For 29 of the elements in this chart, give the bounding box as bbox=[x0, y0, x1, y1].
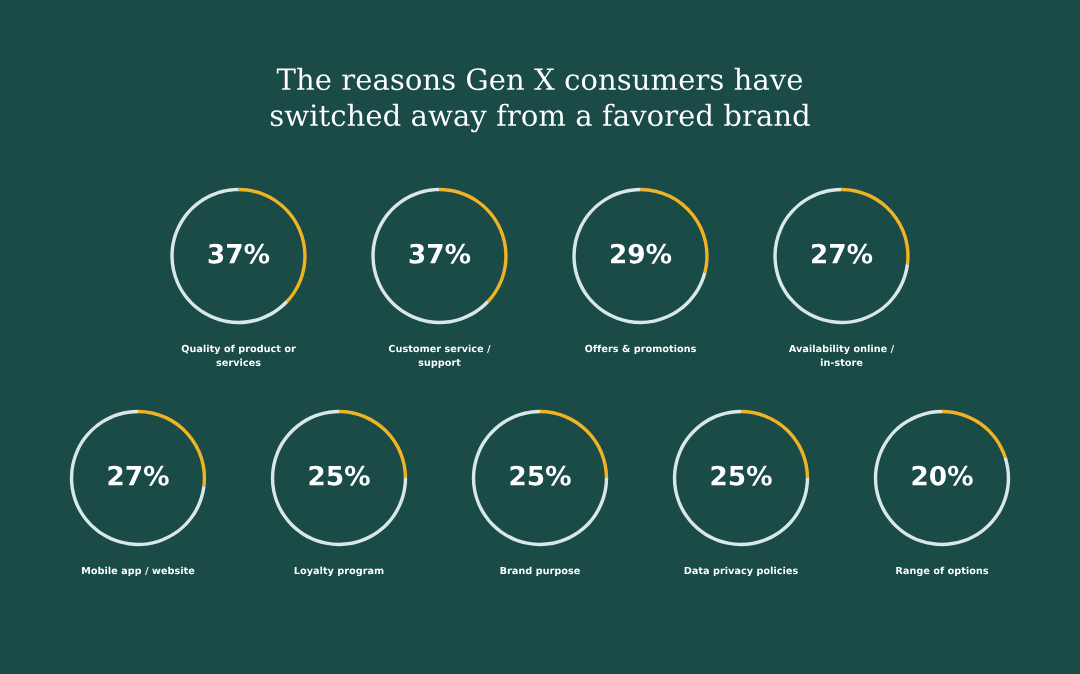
text: Brand purpose bbox=[500, 566, 580, 577]
donut-slice bbox=[942, 409, 1007, 458]
data-label: 37% bbox=[208, 243, 270, 264]
text: Customer service / support bbox=[388, 344, 491, 368]
donut-slice bbox=[773, 187, 910, 325]
data-label: 29% bbox=[611, 243, 672, 264]
data-label: 27% bbox=[812, 243, 873, 264]
text: Range of options bbox=[896, 566, 989, 577]
donut-slice bbox=[270, 409, 408, 547]
data-label: 25% bbox=[711, 465, 772, 486]
data-label: 25% bbox=[309, 465, 370, 486]
donut-slice bbox=[572, 187, 707, 325]
donut-slice bbox=[69, 409, 206, 547]
donut-slice bbox=[471, 409, 609, 547]
text: Loyalty program bbox=[294, 566, 384, 577]
text: The reasons Gen X consumers have switched away from a favored brand bbox=[270, 67, 810, 133]
donut-slice bbox=[170, 187, 289, 325]
data-label: 27% bbox=[108, 465, 169, 486]
donut-slice bbox=[873, 409, 1011, 547]
text: Offers & promotions bbox=[585, 344, 696, 355]
text: Mobile app / website bbox=[82, 566, 195, 577]
donut-slice bbox=[672, 409, 810, 547]
data-label: 20% bbox=[912, 465, 973, 486]
text: Data privacy policies bbox=[684, 566, 798, 577]
donut-slice bbox=[371, 187, 490, 325]
text: Availability online / in-store bbox=[788, 344, 895, 367]
text: Quality of product or services bbox=[181, 344, 296, 367]
data-label: 25% bbox=[510, 465, 571, 486]
data-label: 37% bbox=[409, 243, 471, 264]
